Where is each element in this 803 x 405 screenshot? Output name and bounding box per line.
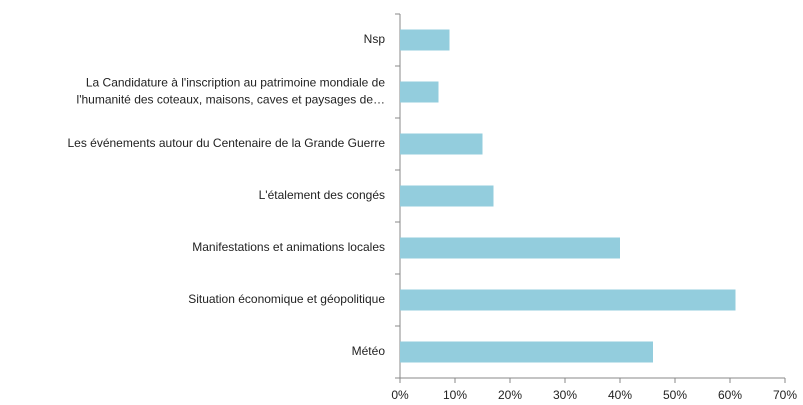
x-tick-label: 40% [608,388,632,402]
x-tick-label: 70% [773,388,797,402]
bar [400,133,483,155]
bar [400,341,653,363]
bar [400,29,450,51]
y-tick-label: Météo [352,344,386,358]
y-tick-label: La Candidature à l'inscription au patrim… [77,76,386,107]
bar [400,185,494,207]
bar [400,237,620,259]
x-tick-label: 20% [498,388,522,402]
x-tick-label: 50% [663,388,687,402]
x-tick-label: 60% [718,388,742,402]
bar [400,81,439,103]
bar [400,289,736,311]
y-tick-label: Situation économique et géopolitique [188,292,385,306]
x-tick-label: 10% [443,388,467,402]
x-tick-label: 0% [391,388,409,402]
y-tick-label: Les événements autour du Centenaire de l… [67,136,385,150]
x-tick-label: 30% [553,388,577,402]
y-tick-label: Nsp [364,32,386,46]
y-tick-label: Manifestations et animations locales [192,240,385,254]
y-tick-label: L'étalement des congés [259,188,385,202]
